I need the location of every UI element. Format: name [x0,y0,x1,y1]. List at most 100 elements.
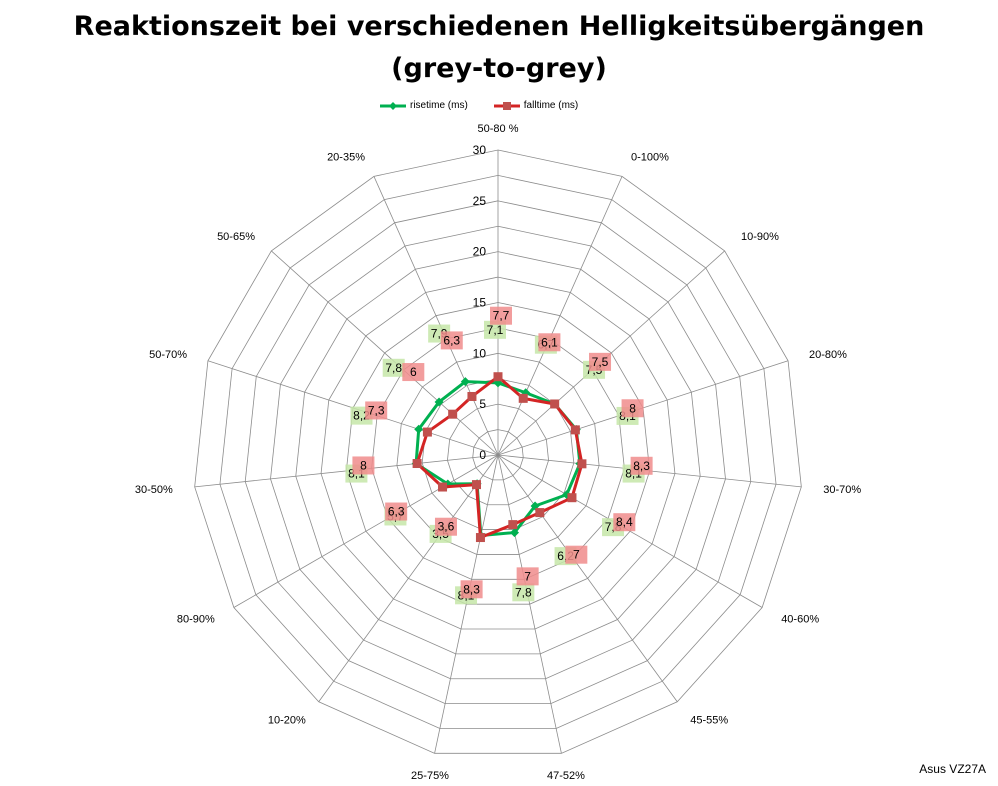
data-label-1: 7 [524,569,531,583]
legend-marker-risetime [380,101,406,110]
data-label-1: 6 [410,365,417,379]
data-point-falltime [550,399,560,409]
category-label: 10-20% [268,715,306,727]
data-label-bg-1 [402,363,425,382]
radial-tick-label: 30 [473,143,487,157]
grid-spoke [271,250,499,456]
data-label-bg-1 [385,502,408,521]
data-point-falltime [422,427,432,437]
data-label-1: 7,7 [493,309,510,323]
data-label-1: 8,3 [633,459,650,473]
series-line-1 [415,375,584,540]
data-point-falltime [570,425,580,435]
grid-ring [472,429,524,481]
data-point-falltime [493,372,503,382]
data-label-bg-1 [589,352,612,371]
grid-spoke [497,454,562,754]
category-label: 25-75% [411,770,449,782]
grid-ring [447,403,549,506]
category-label: 45-55% [690,715,728,727]
data-point-falltime [535,508,545,518]
category-label: 30-70% [823,484,861,496]
category-label: 20-80% [809,349,847,361]
data-label-1: 8 [360,458,367,472]
data-point-falltime [475,533,485,543]
grid-ring [371,327,625,580]
data-point-falltime [508,520,518,530]
category-label: 30-50% [135,484,173,496]
grid-spoke [373,176,499,456]
grid-ring [270,225,726,680]
category-label: 80-90% [177,614,215,626]
category-label: 20-35% [327,151,365,163]
legend-label-risetime: risetime (ms) [410,100,468,111]
data-label-bg-1 [516,567,539,586]
chart-title: Reaktionszeit bei verschiedenen Helligke… [73,11,925,42]
data-label-1: 7,3 [368,403,385,417]
legend-label-falltime: falltime (ms) [523,100,579,111]
grid-ring [345,302,651,605]
data-label-bg-1 [565,545,588,564]
category-label: 0-100% [631,151,669,163]
category-label: 50-70% [149,349,187,361]
grid-ring [244,200,752,705]
data-label-bg-1 [352,456,375,475]
grid-spoke [497,454,678,702]
data-label-1: 6,3 [443,333,460,347]
radial-tick-label: 20 [473,245,487,259]
data-label-bg-1 [621,399,644,418]
grid-spoke [497,250,725,456]
data-label-1: 7,5 [592,355,609,369]
radial-tick-label: 10 [473,346,487,360]
radial-tick-label: 15 [473,296,487,310]
data-label-1: 8 [629,401,636,415]
data-label-bg-1 [630,456,653,475]
watermark-text: Asus VZ27A [919,762,986,776]
grid-ring [194,149,802,754]
data-point-falltime [577,459,587,469]
data-point-risetime [460,377,470,387]
data-point-risetime [414,424,424,434]
data-label-bg-1 [460,580,483,599]
data-label-bg-0 [512,583,535,602]
data-label-1: 3,6 [438,520,455,534]
chart-subtitle: (grey-to-grey) [391,53,607,84]
radial-tick-label: 5 [479,397,486,411]
radial-tick-label: 25 [473,194,487,208]
data-label-0: 7,8 [515,585,532,599]
category-label: 50-80 % [478,123,519,135]
grid-spoke [497,176,623,456]
category-label: 10-90% [741,231,779,243]
data-label-1: 6,1 [541,335,558,349]
data-label-bg-1 [538,333,561,352]
radial-tick-label: 0 [479,448,486,462]
grid-spoke [497,454,763,608]
data-point-falltime [518,393,528,403]
data-point-risetime [509,528,519,538]
data-point-falltime [467,391,477,401]
grid-ring [320,276,676,630]
data-point-falltime [412,459,422,469]
legend-item-risetime: risetime (ms) [380,100,468,111]
data-label-bg-1 [365,401,388,420]
data-point-falltime [448,409,458,419]
data-label-1: 7 [573,548,580,562]
category-label: 50-65% [217,231,255,243]
category-label: 47-52% [547,770,585,782]
data-label-bg-0 [382,358,405,377]
data-point-falltime [567,493,577,503]
data-label-bg-1 [490,306,512,325]
grid-ring [295,251,701,655]
data-point-falltime [438,482,448,492]
data-label-0: 7,8 [385,361,402,375]
grid-ring [219,175,777,729]
legend-item-falltime: falltime (ms) [493,100,579,111]
data-label-1: 8,3 [463,582,480,596]
data-label-bg-1 [434,517,457,536]
legend: risetime (ms) falltime (ms) [380,100,578,111]
data-point-risetime [434,397,444,407]
grid-spoke [318,454,499,702]
data-label-bg-1 [440,331,463,350]
data-point-falltime [471,480,481,490]
